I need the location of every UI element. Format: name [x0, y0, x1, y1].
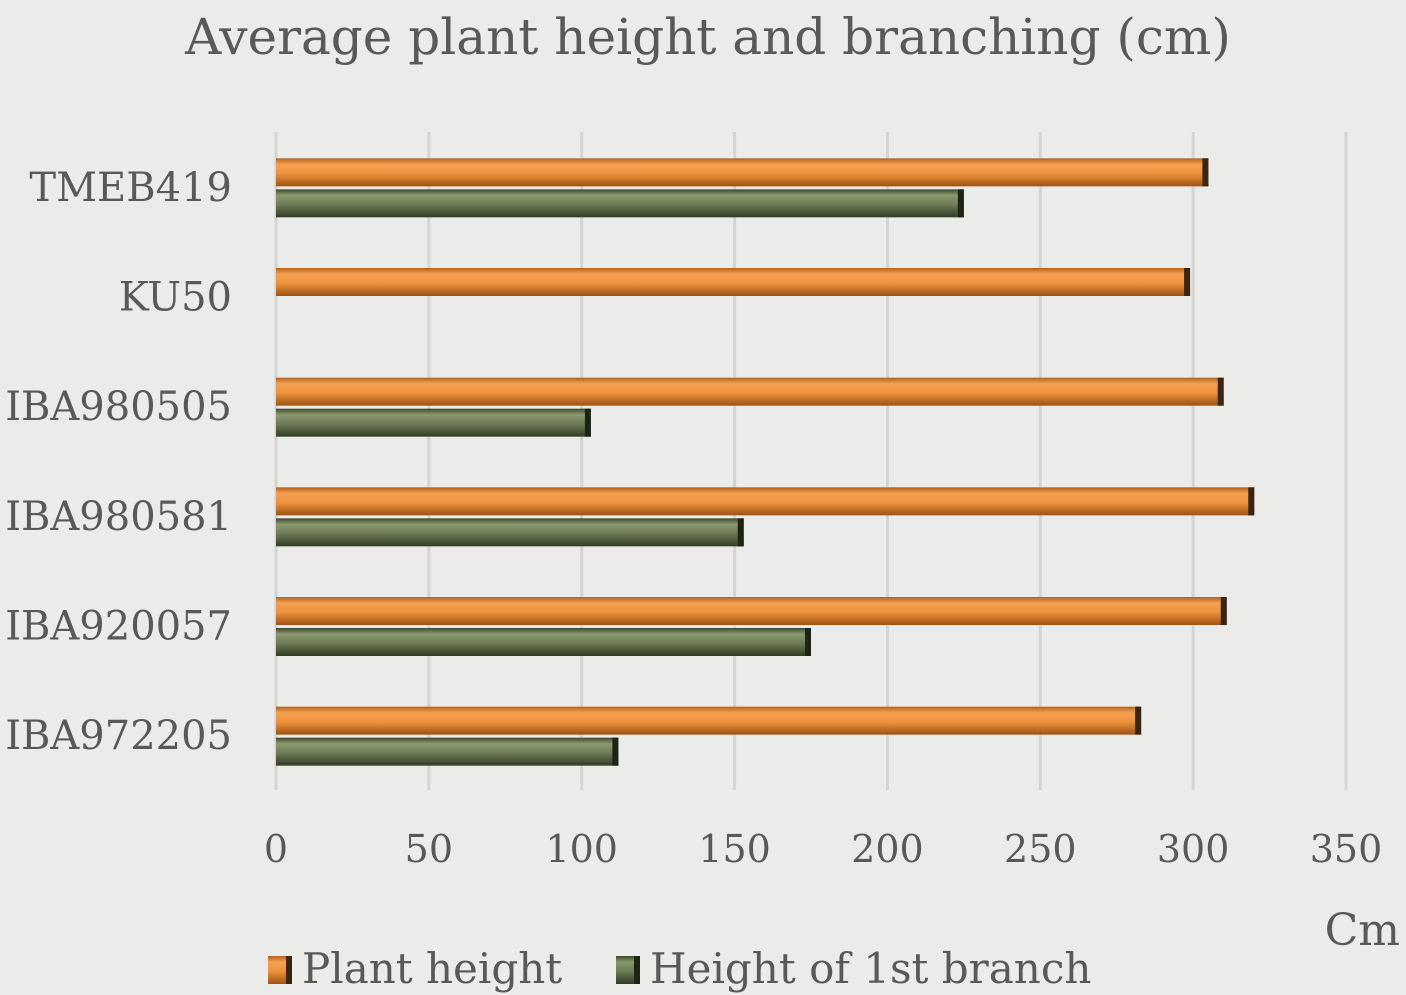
bar-end-cap — [737, 518, 744, 547]
chart-title: Average plant height and branching (cm) — [184, 8, 1231, 66]
bar-first-branch-height — [276, 628, 811, 656]
bar-body — [276, 408, 591, 437]
legend-item: Height of 1st branch — [616, 944, 1091, 993]
bar-body — [276, 377, 1224, 406]
bar-body — [276, 518, 744, 547]
bar-plant-height — [276, 706, 1142, 735]
bars — [276, 158, 1255, 766]
category-label: TMEB419 — [29, 165, 232, 211]
legend-label: Height of 1st branch — [650, 944, 1091, 993]
bar-plant-height — [276, 377, 1224, 406]
legend-swatch-cap — [286, 956, 292, 984]
bar-body — [276, 628, 811, 656]
bar-body — [276, 597, 1227, 625]
bar-plant-height — [276, 487, 1255, 516]
bar-end-cap — [584, 408, 591, 437]
bar-body — [276, 487, 1255, 516]
x-tick-label: 50 — [405, 827, 453, 871]
category-label: IBA980581 — [5, 494, 232, 540]
bar-first-branch-height — [276, 737, 619, 766]
x-tick-label: 100 — [545, 827, 618, 871]
legend-swatch-cap — [634, 956, 640, 984]
category-label: KU50 — [119, 275, 232, 321]
bar-body — [276, 158, 1209, 187]
bar-end-cap — [612, 737, 619, 766]
bar-end-cap — [1184, 268, 1191, 296]
bar-end-cap — [1135, 706, 1142, 735]
category-label: IBA920057 — [5, 604, 232, 650]
bar-end-cap — [1217, 377, 1224, 406]
x-axis-title: Cm — [1325, 905, 1400, 956]
x-tick-label: 150 — [698, 827, 771, 871]
bar-end-cap — [1248, 487, 1255, 516]
legend: Plant height Height of 1st branch — [268, 944, 1091, 993]
x-axis-ticks: 0 50 100 150 200 250 300 350 — [264, 827, 1382, 871]
bar-end-cap — [957, 189, 964, 218]
bar-plant-height — [276, 597, 1227, 625]
bar-body — [276, 268, 1191, 296]
bar-end-cap — [1202, 158, 1209, 187]
x-tick-label: 200 — [851, 827, 924, 871]
category-label: IBA980505 — [5, 384, 232, 430]
bar-body — [276, 189, 964, 218]
bar-body — [276, 706, 1142, 735]
bar-end-cap — [805, 628, 811, 656]
bar-end-cap — [1220, 597, 1227, 625]
x-tick-label: 0 — [264, 827, 288, 871]
x-tick-label: 300 — [1157, 827, 1230, 871]
x-tick-label: 250 — [1004, 827, 1077, 871]
x-tick-label: 350 — [1310, 827, 1383, 871]
bar-plant-height — [276, 268, 1191, 296]
legend-item: Plant height — [268, 944, 562, 993]
bar-first-branch-height — [276, 408, 591, 437]
bar-first-branch-height — [276, 189, 964, 218]
bar-plant-height — [276, 158, 1209, 187]
gridlines — [274, 132, 1348, 790]
legend-label: Plant height — [302, 944, 562, 993]
category-label: IBA972205 — [5, 713, 232, 759]
bar-body — [276, 737, 619, 766]
bar-first-branch-height — [276, 518, 744, 547]
category-labels: TMEB419 KU50 IBA980505 IBA980581 IBA920057 IB… — [5, 165, 232, 759]
